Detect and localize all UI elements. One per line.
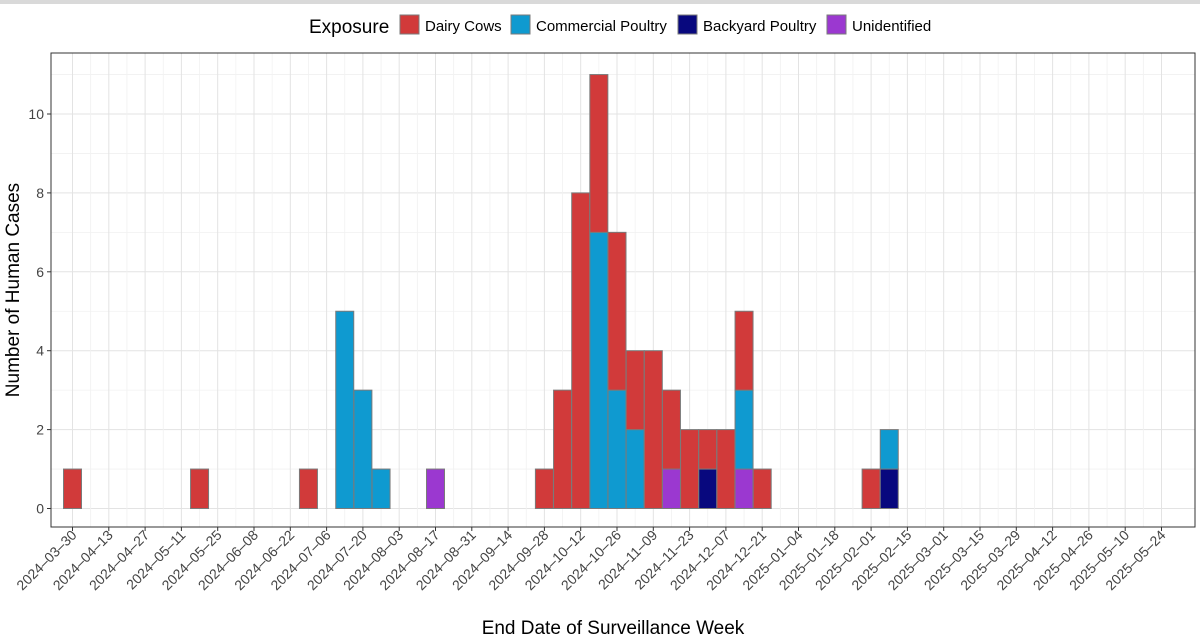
- bar-dairy-cows-2024-06-29: [298, 468, 318, 509]
- bar-dairy-cows-2024-10-19: [589, 74, 609, 233]
- y-tick-label: 8: [36, 185, 44, 201]
- legend-label-unidentified: Unidentified: [852, 18, 931, 35]
- legend-swatch-unidentified: [826, 14, 847, 35]
- bar-commercial-poultry-2024-07-27: [371, 468, 391, 509]
- legend-label-dairy-cows: Dairy Cows: [425, 18, 502, 35]
- bar-commercial-poultry-2024-07-13: [335, 310, 355, 509]
- bar-dairy-cows-2024-10-05: [553, 389, 573, 509]
- bar-unidentified-2024-08-17: [426, 468, 445, 509]
- bar-commercial-poultry-2024-10-19: [589, 231, 609, 509]
- bar-dairy-cows-2024-11-16: [661, 389, 681, 470]
- bar-dairy-cows-2024-10-26: [607, 231, 627, 391]
- plot-panel-border: [50, 52, 1196, 528]
- bar-commercial-poultry-2024-11-02: [625, 429, 645, 510]
- window-top-border: [0, 0, 1200, 4]
- bar-dairy-cows-2024-10-12: [571, 192, 591, 509]
- bar-dairy-cows-2025-02-01: [861, 468, 881, 509]
- y-tick-label: 10: [28, 106, 44, 122]
- bar-commercial-poultry-2024-07-20: [353, 389, 373, 509]
- y-tick-label: 4: [36, 343, 44, 359]
- grid-layer: [51, 53, 1195, 527]
- legend: Exposure Dairy Cows Commercial Poultry Back…: [309, 14, 931, 38]
- bar-dairy-cows-2024-12-14: [734, 310, 754, 391]
- bar-dairy-cows-2024-09-28: [534, 468, 554, 509]
- legend-label-backyard-poultry: Backyard Poultry: [703, 18, 817, 35]
- bar-backyard-poultry-2024-11-30: [698, 468, 718, 509]
- bar-backyard-poultry-2025-02-08: [879, 468, 899, 509]
- bar-dairy-cows-2024-12-21: [752, 468, 772, 509]
- bar-dairy-cows-2024-11-09: [643, 350, 663, 510]
- bar-commercial-poultry-2024-12-14: [734, 389, 754, 470]
- bar-dairy-cows-2024-05-18: [190, 468, 210, 509]
- bar-dairy-cows-2024-11-30: [698, 429, 718, 470]
- y-axis-title: Number of Human Cases: [3, 183, 24, 397]
- legend-swatch-commercial-poultry: [510, 14, 531, 35]
- legend-title: Exposure: [309, 17, 389, 38]
- legend-swatch-backyard-poultry: [677, 14, 698, 35]
- legend-swatch-dairy-cows: [399, 14, 420, 35]
- bar-unidentified-2024-12-14: [734, 468, 754, 509]
- legend-label-commercial-poultry: Commercial Poultry: [536, 18, 667, 35]
- bar-commercial-poultry-2024-10-26: [607, 389, 627, 509]
- bar-dairy-cows-2024-03-30: [63, 468, 82, 509]
- y-tick-label: 0: [36, 501, 44, 517]
- y-tick-label: 6: [36, 264, 44, 280]
- y-tick-label: 2: [36, 422, 44, 438]
- x-axis-title: End Date of Surveillance Week: [482, 618, 745, 638]
- bar-unidentified-2024-11-16: [661, 468, 681, 509]
- bar-dairy-cows-2024-12-07: [716, 429, 736, 510]
- bar-dairy-cows-2024-11-02: [625, 350, 645, 431]
- bar-dairy-cows-2024-11-23: [680, 429, 700, 510]
- bars-layer: [63, 74, 899, 510]
- bar-commercial-poultry-2025-02-08: [879, 429, 899, 470]
